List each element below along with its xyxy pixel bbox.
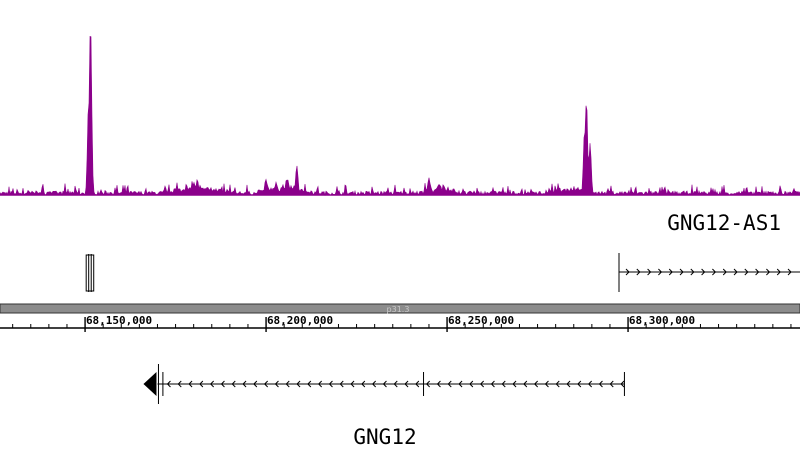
strand-arrow-left bbox=[566, 380, 571, 388]
strand-arrow-left bbox=[371, 380, 377, 388]
strand-arrow-left bbox=[469, 380, 474, 388]
strand-arrow-left bbox=[479, 380, 485, 388]
signal-track bbox=[0, 35, 800, 197]
strand-arrow-left bbox=[501, 380, 506, 388]
strand-arrow-right bbox=[755, 268, 760, 276]
gene-model-upper[interactable] bbox=[85, 253, 800, 292]
strand-arrow-left bbox=[209, 380, 215, 388]
ideogram-band-label: p31.3 bbox=[387, 305, 410, 314]
strand-arrow-right bbox=[744, 268, 749, 276]
ruler-tick-label: 68,300,000 bbox=[629, 314, 695, 327]
gene-label-lower[interactable]: GNG12 bbox=[353, 425, 416, 449]
strand-arrow-left bbox=[447, 380, 452, 388]
strand-arrow-left bbox=[350, 380, 355, 388]
strand-arrow-right bbox=[679, 268, 684, 276]
strand-arrow-left bbox=[177, 380, 182, 388]
strand-arrow-left bbox=[188, 380, 193, 388]
strand-arrow-left bbox=[296, 380, 301, 388]
strand-arrow-right bbox=[690, 268, 695, 276]
gene-label-upper[interactable]: GNG12-AS1 bbox=[667, 211, 781, 235]
strand-arrow-left bbox=[382, 380, 387, 388]
gene-exon-block bbox=[85, 254, 95, 292]
strand-arrow-right bbox=[668, 268, 673, 276]
strand-arrow-left bbox=[361, 380, 366, 388]
strand-arrow-right bbox=[776, 268, 781, 276]
strand-arrow-left bbox=[533, 380, 539, 388]
strand-arrow-right bbox=[712, 268, 717, 276]
coordinate-ruler: 68,150,000 68,200,000 68,250,000 68,300,000 bbox=[0, 314, 800, 332]
strand-arrow-left bbox=[512, 380, 517, 388]
ruler-tick-label: 68,150,000 bbox=[86, 314, 152, 327]
strand-arrow-left bbox=[393, 380, 398, 388]
strand-arrow-left bbox=[231, 380, 236, 388]
strand-arrow-left bbox=[577, 380, 582, 388]
strand-arrow-left bbox=[620, 380, 625, 388]
strand-arrow-left bbox=[253, 380, 258, 388]
signal-coverage bbox=[0, 35, 800, 197]
strand-arrow-left bbox=[598, 380, 603, 388]
strand-arrow-right bbox=[733, 268, 738, 276]
strand-arrow-right bbox=[647, 268, 652, 276]
strand-arrow-left bbox=[587, 380, 593, 388]
strand-arrow-left bbox=[242, 380, 247, 388]
strand-arrow-left bbox=[274, 380, 279, 388]
strand-arrow-left bbox=[544, 380, 549, 388]
strand-arrow-left bbox=[425, 380, 431, 388]
strand-arrow-right bbox=[625, 268, 630, 276]
strand-arrow-left bbox=[404, 380, 409, 388]
strand-arrow-left bbox=[328, 380, 333, 388]
ideogram: p31.3 bbox=[0, 303, 800, 314]
ruler-tick-label: 68,250,000 bbox=[448, 314, 514, 327]
gene-tss-arrowhead bbox=[143, 372, 157, 396]
strand-arrow-left bbox=[166, 380, 171, 388]
strand-arrow-left bbox=[523, 380, 528, 388]
strand-arrow-left bbox=[199, 380, 204, 388]
strand-arrow-left bbox=[285, 380, 290, 388]
strand-arrow-right bbox=[722, 268, 727, 276]
strand-arrow-right bbox=[636, 268, 641, 276]
strand-arrow-right bbox=[658, 268, 663, 276]
strand-arrow-right bbox=[787, 268, 792, 276]
strand-arrow-left bbox=[458, 380, 463, 388]
strand-arrow-left bbox=[415, 380, 420, 388]
strand-arrow-left bbox=[220, 380, 225, 388]
gene-model-lower[interactable] bbox=[143, 364, 625, 404]
strand-arrow-left bbox=[490, 380, 495, 388]
strand-arrow-right bbox=[766, 268, 771, 276]
strand-arrow-left bbox=[317, 380, 323, 388]
strand-arrow-left bbox=[339, 380, 344, 388]
strand-arrow-left bbox=[436, 380, 441, 388]
strand-arrow-right bbox=[701, 268, 706, 276]
strand-arrow-left bbox=[263, 380, 269, 388]
ruler-tick-label: 68,200,000 bbox=[267, 314, 333, 327]
strand-arrow-left bbox=[307, 380, 312, 388]
strand-arrow-left bbox=[555, 380, 560, 388]
strand-arrow-left bbox=[609, 380, 614, 388]
ideogram-band bbox=[0, 303, 800, 314]
